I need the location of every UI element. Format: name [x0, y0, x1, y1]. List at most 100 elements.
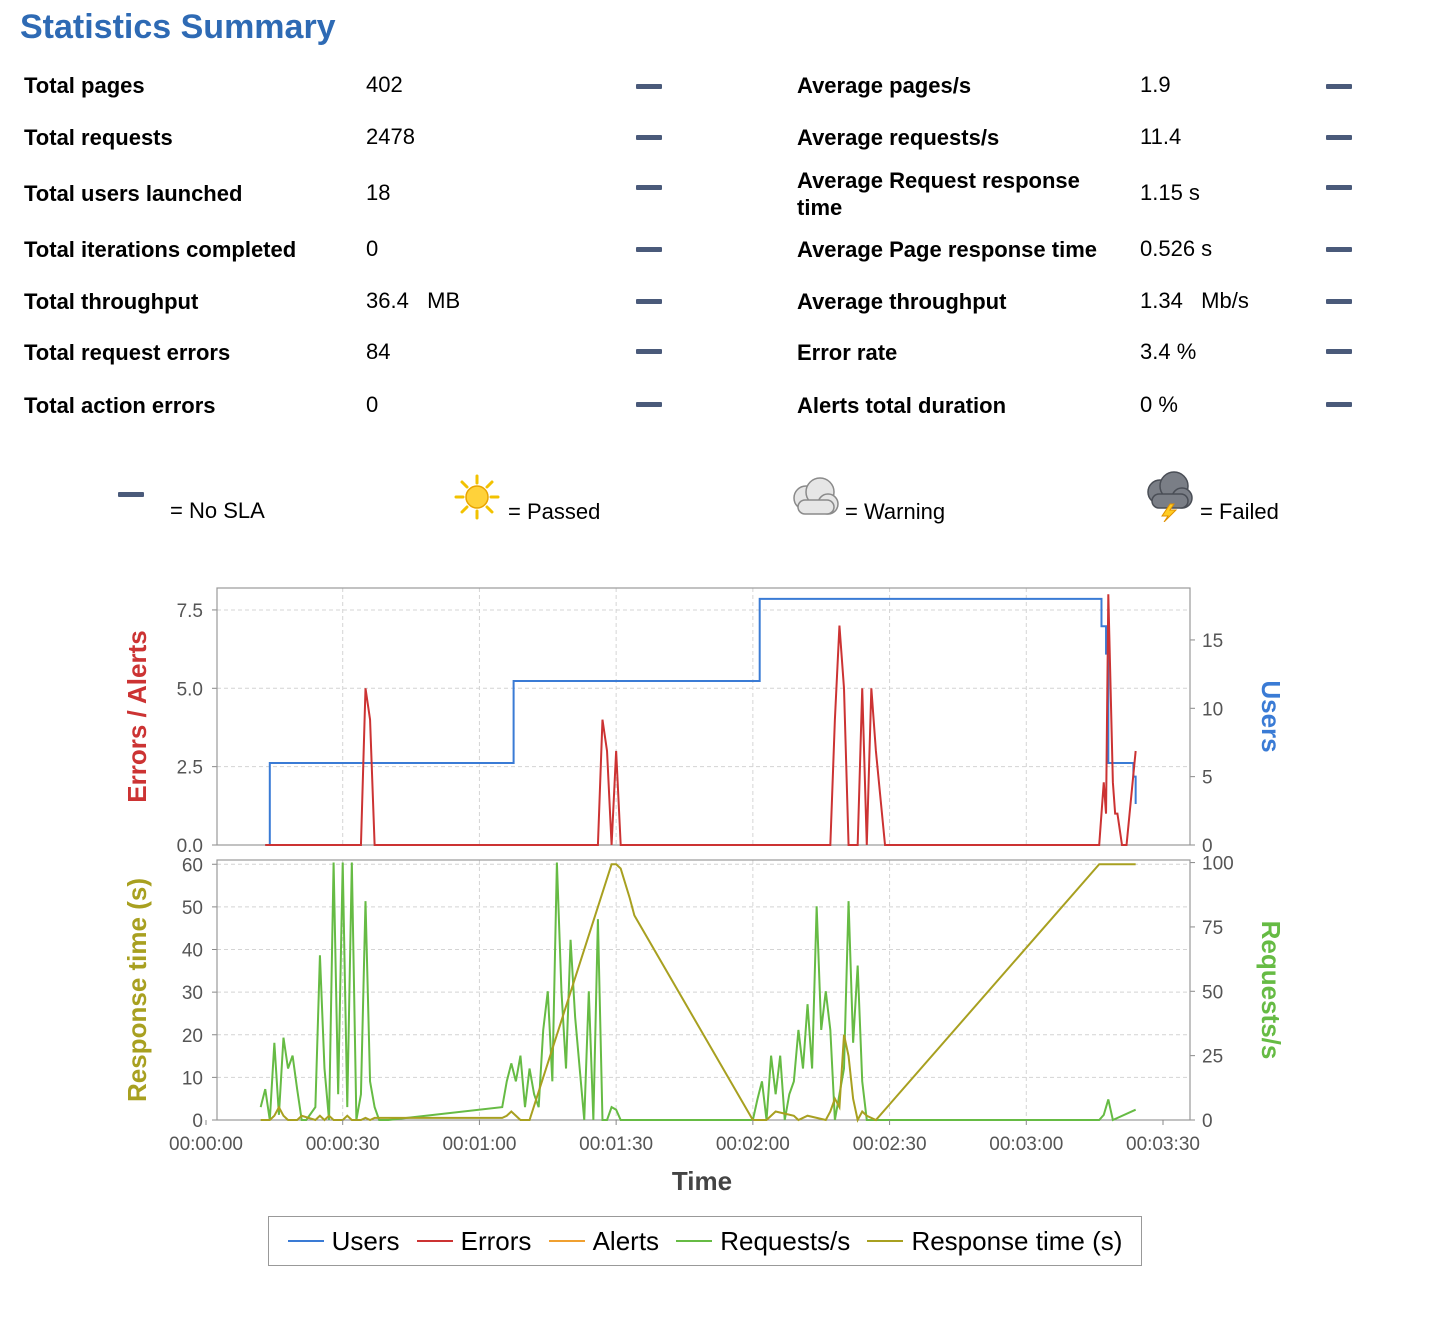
x-tick-label: 00:03:00	[989, 1134, 1063, 1155]
no-sla-icon	[636, 349, 662, 354]
y2-tick-label: 25	[1202, 1047, 1223, 1068]
stat-value: 84	[366, 339, 391, 364]
stat-label: Total iterations completed	[24, 237, 297, 262]
y-tick-label: 5.0	[177, 679, 203, 700]
legend-label: Requests/s	[720, 1225, 851, 1256]
stat-label: Average pages/s	[797, 73, 972, 98]
stat-label: Average Request response time	[797, 168, 1080, 220]
no-sla-icon	[1326, 84, 1352, 89]
legend-swatch	[548, 1240, 585, 1242]
storm-cloud-icon	[1147, 471, 1193, 522]
passed-label: = Passed	[508, 499, 601, 524]
y2-tick-label: 0	[1202, 836, 1213, 857]
x-tick-label: 00:01:30	[579, 1134, 653, 1155]
stat-label: Average requests/s	[797, 125, 1000, 150]
y-tick-label: 7.5	[177, 601, 203, 622]
y-tick-label: 30	[182, 983, 203, 1004]
y2-tick-label: 100	[1202, 854, 1234, 875]
failed-label: = Failed	[1200, 499, 1279, 524]
legend-swatch	[676, 1240, 713, 1242]
stat-value: 18	[366, 180, 391, 205]
legend-item-errors: Errors	[416, 1225, 532, 1257]
stat-value: 1.9	[1140, 72, 1171, 97]
series-line-requests-s	[259, 862, 1137, 1122]
stat-value: 2478	[366, 124, 415, 149]
warning-label: = Warning	[845, 499, 946, 524]
stat-label: Average throughput	[797, 289, 1007, 314]
no-sla-icon	[118, 492, 144, 497]
stat-value: 0 %	[1140, 392, 1178, 417]
stat-value: 0	[366, 392, 379, 417]
y2-tick-label: 10	[1202, 699, 1223, 720]
no-sla-icon	[636, 84, 662, 89]
stat-label: Total requests	[24, 125, 173, 150]
x-tick-label: 00:00:30	[306, 1134, 380, 1155]
y-axis-title: Errors / Alerts	[122, 630, 152, 802]
series-line-errors	[265, 594, 1137, 846]
y2-tick-label: 0	[1202, 1111, 1213, 1132]
chart-legend: Users Errors Alerts Requests/s Response …	[268, 1216, 1142, 1266]
legend-item-alerts: Alerts	[548, 1225, 660, 1257]
response-requests-panel: 0 10 20 30 40 50 60 0 25 50 75 100 Response time (s)…	[122, 854, 1286, 1196]
legend-item-requests: Requests/s	[676, 1226, 850, 1257]
no-sla-icon	[1326, 402, 1352, 407]
y-tick-label: 50	[182, 898, 203, 919]
no-sla-icon	[636, 299, 662, 304]
legend-swatch	[416, 1240, 453, 1242]
stat-value: 0.526 s	[1140, 236, 1213, 261]
no-sla-icon	[1326, 299, 1352, 304]
page-title: Statistics Summary	[20, 8, 336, 46]
y-tick-label: 60	[182, 855, 203, 876]
stat-label: Alerts total duration	[797, 393, 1007, 418]
no-sla-icon	[1326, 185, 1352, 190]
series-line-response-time-s	[260, 863, 1136, 1123]
legend-item-users: Users	[287, 1225, 400, 1257]
stat-value: 1.34 Mb/s	[1140, 288, 1249, 313]
y-tick-label: 0	[192, 1111, 203, 1132]
y-tick-label: 0.0	[177, 836, 203, 857]
legend-label: Users	[331, 1225, 400, 1256]
stat-label: Total pages	[24, 73, 145, 98]
y2-tick-label: 15	[1202, 631, 1223, 652]
stat-value: 402	[366, 72, 403, 97]
y2-axis-title: Requests/s	[1256, 921, 1286, 1060]
no-sla-label: = No SLA	[170, 498, 265, 523]
legend-label: Errors	[460, 1225, 532, 1256]
no-sla-icon	[636, 135, 662, 140]
no-sla-icon	[636, 247, 662, 252]
x-tick-label: 00:02:30	[853, 1134, 927, 1155]
stat-value: 36.4 MB	[366, 288, 461, 313]
y2-tick-label: 50	[1202, 982, 1223, 1003]
x-tick-label: 00:02:00	[716, 1134, 790, 1155]
sun-icon	[454, 474, 500, 520]
y2-axis-title: Users	[1256, 680, 1286, 752]
y-tick-label: 40	[182, 941, 203, 962]
y-axis-title: Response time (s)	[122, 878, 152, 1102]
stat-label: Total request errors	[24, 340, 231, 365]
y-tick-label: 10	[182, 1068, 203, 1089]
x-axis-title: Time	[672, 1166, 732, 1196]
cloud-icon	[793, 477, 839, 515]
stat-label: Error rate	[797, 340, 898, 365]
stat-value: 1.15 s	[1140, 180, 1200, 205]
x-tick-label: 00:03:30	[1126, 1134, 1200, 1155]
stat-value: 0	[366, 236, 379, 261]
legend-swatch	[287, 1240, 324, 1242]
errors-users-panel: 0.0 2.5 5.0 7.5 0 5 10 15 Errors / Alerts Users	[122, 587, 1286, 857]
legend-swatch	[867, 1240, 904, 1242]
legend-label: Alerts	[592, 1225, 660, 1256]
y-tick-label: 2.5	[177, 758, 203, 779]
y2-tick-label: 5	[1202, 768, 1213, 789]
stat-label: Total throughput	[24, 289, 199, 314]
stat-label: Total users launched	[24, 181, 243, 206]
no-sla-icon	[636, 402, 662, 407]
stat-value: 3.4 %	[1140, 339, 1197, 364]
legend-item-response-time: Response time (s)	[867, 1226, 1122, 1257]
legend-label: Response time (s)	[911, 1225, 1123, 1256]
no-sla-icon	[1326, 135, 1352, 140]
no-sla-icon	[1326, 247, 1352, 252]
stat-label: Total action errors	[24, 393, 216, 418]
series-line-users	[265, 597, 1137, 846]
no-sla-icon	[636, 185, 662, 190]
stat-label: Average Page response time	[797, 237, 1097, 262]
